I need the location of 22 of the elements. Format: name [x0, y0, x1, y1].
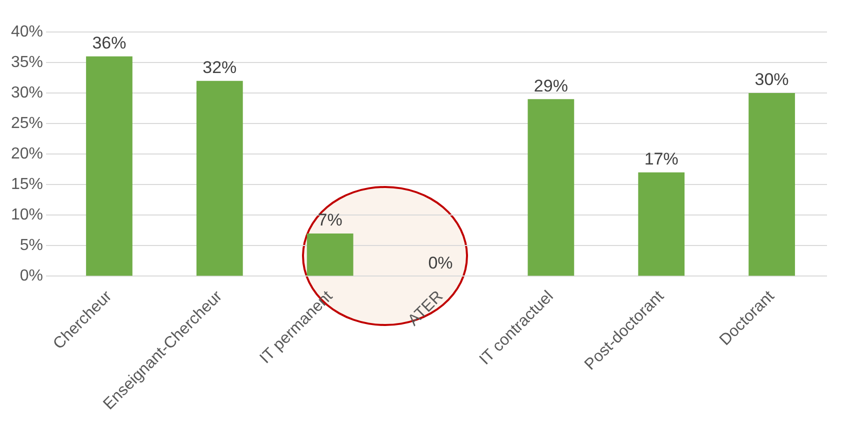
y-tick-label: 35% [10, 54, 44, 71]
y-tick-label: 40% [10, 23, 44, 40]
data-label: 36% [92, 34, 126, 53]
data-label: 30% [754, 70, 789, 90]
y-tick-label: 5% [20, 237, 44, 254]
data-label: 7% [318, 210, 342, 230]
y-tick-label: 0% [20, 268, 44, 285]
bar [528, 99, 574, 276]
data-label: 0% [428, 253, 453, 272]
data-label: 32% [202, 58, 237, 78]
y-tick-label: 30% [10, 84, 44, 102]
y-tick-label: 15% [10, 176, 44, 194]
y-tick-label: 20% [10, 146, 44, 163]
bar [196, 80, 243, 276]
bar [638, 172, 685, 276]
data-label: 29% [534, 76, 568, 96]
bar [306, 233, 354, 276]
bar [86, 56, 132, 276]
y-tick-label: 10% [10, 206, 44, 224]
bar [748, 93, 795, 276]
data-label: 17% [644, 150, 678, 169]
y-tick-label: 25% [10, 114, 44, 132]
